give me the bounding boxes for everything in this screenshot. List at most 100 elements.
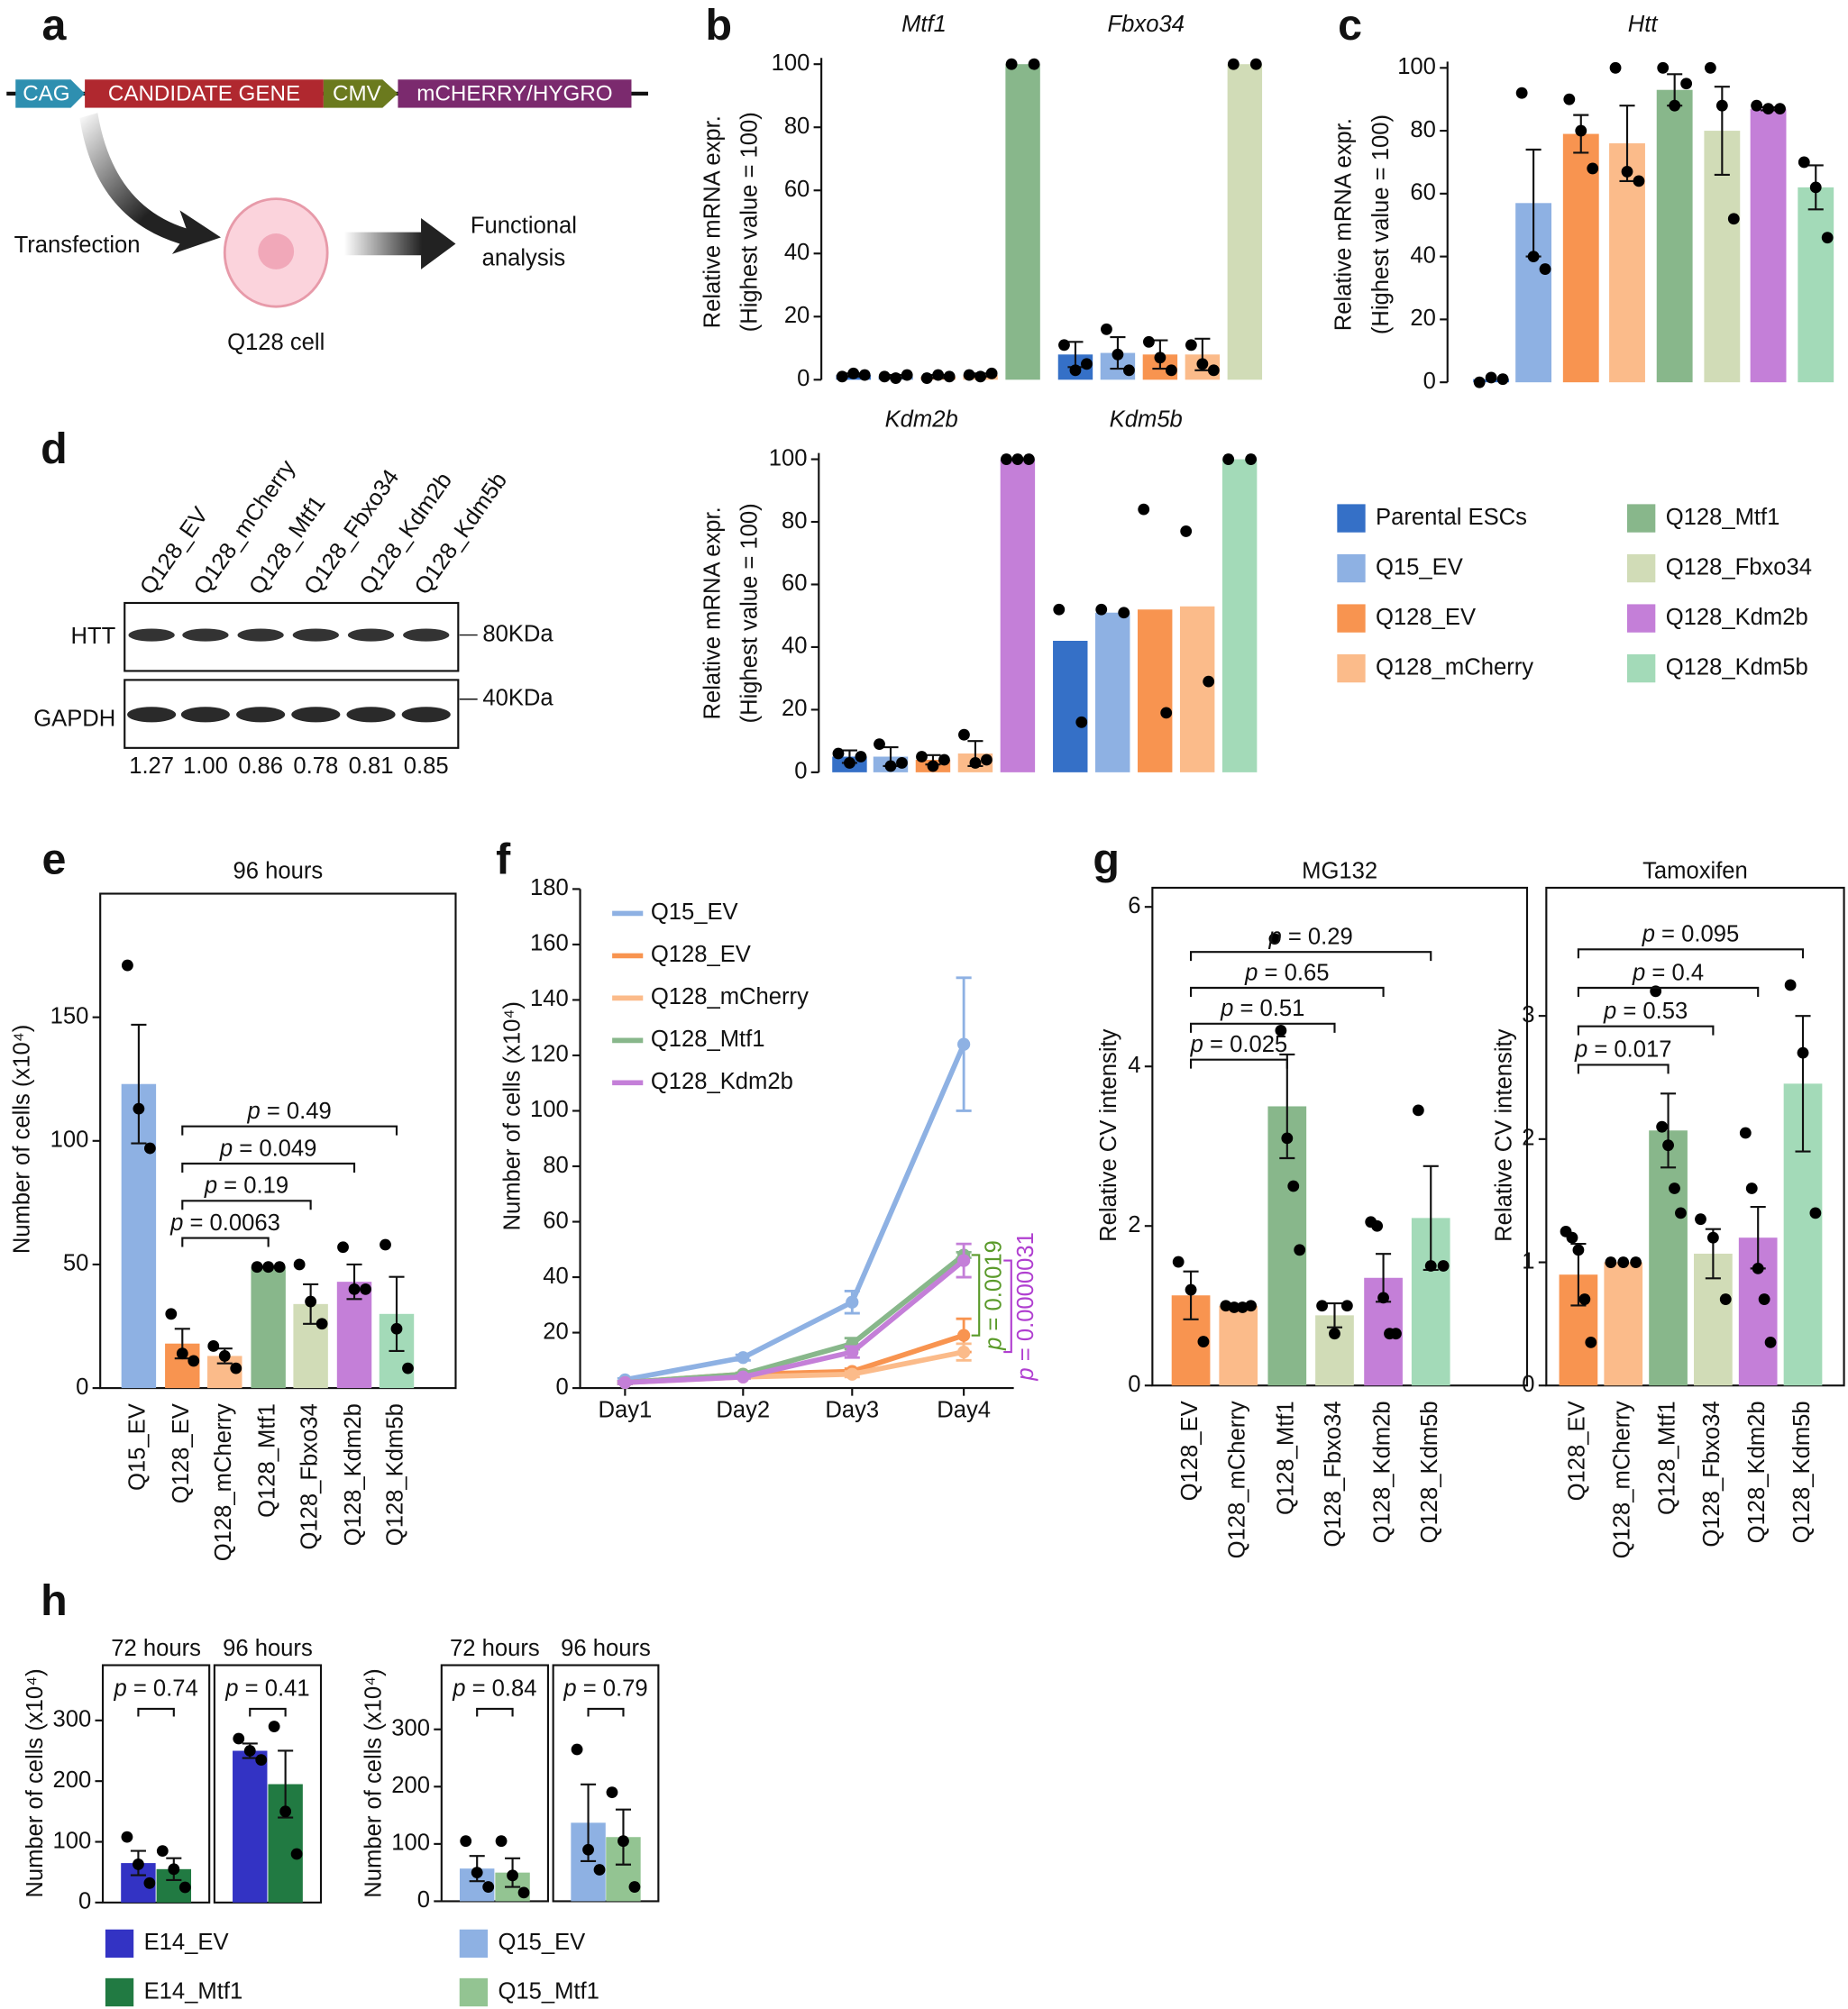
data-point <box>1662 1139 1674 1152</box>
data-point <box>1539 263 1551 275</box>
data-point <box>1609 61 1622 74</box>
facet-title: 72 hours <box>450 1636 540 1661</box>
data-point <box>606 1786 618 1799</box>
y-tick-label: 0 <box>417 1887 430 1913</box>
p-symbol: p <box>1190 1032 1203 1057</box>
p-value: = 0.29 <box>1282 924 1353 949</box>
data-point <box>517 1886 530 1899</box>
segment-label: CAG <box>23 82 69 106</box>
data-point <box>1572 1244 1585 1256</box>
legend-label: Parental ESCs <box>1376 505 1527 530</box>
bar <box>1649 1130 1688 1386</box>
plot-frame <box>552 1664 660 1903</box>
quant-label: 0.78 <box>293 753 338 779</box>
band <box>182 628 229 642</box>
y-tick-label: 100 <box>391 1831 430 1856</box>
p-value-label: p = 0.095 <box>1642 921 1740 946</box>
legend-label: Q128_Kdm2b <box>651 1069 793 1094</box>
y-tick-label: 0 <box>555 1374 568 1400</box>
legend-label: Q15_EV <box>1376 554 1463 580</box>
data-point <box>305 1295 317 1308</box>
y-tick-label: 100 <box>769 445 808 470</box>
facet-title: 72 hours <box>111 1636 201 1661</box>
panel-label: d <box>41 425 68 473</box>
analysis-label: Functional <box>471 214 577 239</box>
marker-label: 40KDa <box>482 686 553 711</box>
cell-label: Q128 cell <box>227 330 325 355</box>
p-value: = 0.095 <box>1655 921 1739 946</box>
y-tick-label: 20 <box>1410 306 1435 331</box>
p-symbol: p <box>169 1210 183 1236</box>
x-tick-label: Q128_Kdm5b <box>383 1403 408 1546</box>
p-value: = 0.025 <box>1203 1032 1287 1057</box>
quant-label: 0.86 <box>238 753 283 779</box>
p-symbol: p <box>981 1338 1006 1351</box>
comparison-bracket <box>1577 1025 1715 1036</box>
data-point <box>1621 166 1633 178</box>
data-point <box>1028 58 1040 70</box>
p-value: = 0.017 <box>1587 1037 1671 1063</box>
data-point <box>262 1261 275 1274</box>
data-point <box>1784 979 1797 991</box>
data-point <box>963 369 975 381</box>
y-tick-label: 80 <box>1410 117 1435 142</box>
p-value-label: p = 0.41 <box>224 1676 309 1701</box>
y-tick-label: 0 <box>1128 1372 1140 1397</box>
band <box>127 707 177 723</box>
segment-label: mCHERRY/HYGRO <box>416 82 612 106</box>
p-symbol: p <box>1642 921 1655 946</box>
p-value-label: p = 0.49 <box>247 1099 332 1124</box>
data-point <box>847 367 860 379</box>
nucleus <box>258 233 295 269</box>
data-point <box>1069 364 1082 377</box>
p-value-label: p = 0.74 <box>113 1676 197 1701</box>
data-point <box>1764 1336 1777 1348</box>
y-tick-label: 100 <box>52 1828 91 1853</box>
facet-title: 96 hours <box>561 1636 651 1661</box>
y-axis-label: Relative CV intensity <box>1492 1028 1517 1241</box>
x-tick-label: Q128_EV <box>169 1403 194 1503</box>
bar <box>1095 612 1130 772</box>
x-tick-label: Day4 <box>937 1397 991 1422</box>
data-point <box>316 1318 328 1330</box>
y-tick-label: 40 <box>784 240 810 265</box>
p-symbol: p <box>1268 924 1282 949</box>
y-axis-label: (Highest value = 100) <box>737 112 763 332</box>
legend-swatch <box>1627 553 1656 583</box>
legend-label: Q15_Mtf1 <box>498 1978 599 2004</box>
legend-swatch <box>105 1929 134 1959</box>
series-marker <box>957 1037 971 1051</box>
x-tick-label: Q128_Fbxo34 <box>1699 1401 1724 1547</box>
p-value: = 0.65 <box>1258 960 1329 985</box>
data-point <box>920 372 933 384</box>
comparison-bracket <box>1189 986 1385 997</box>
data-point <box>1675 1207 1687 1219</box>
data-point <box>251 1261 263 1274</box>
legend-swatch <box>459 1977 489 2007</box>
data-point <box>1268 933 1281 945</box>
plot-frame <box>101 1664 211 1904</box>
data-point <box>1112 348 1124 361</box>
analysis-arrow <box>343 217 456 269</box>
segment-label: CMV <box>333 82 382 106</box>
data-point <box>348 1283 361 1295</box>
panel-label: h <box>41 1576 68 1625</box>
p-value-label: p = 0.29 <box>1268 924 1353 949</box>
p-value: = 0.79 <box>577 1676 648 1701</box>
panel-label: a <box>42 1 68 50</box>
legend-swatch <box>105 1977 134 2007</box>
series-marker <box>957 1254 971 1267</box>
bar <box>1005 64 1040 380</box>
data-point <box>593 1864 606 1876</box>
data-point <box>143 1142 156 1155</box>
y-tick-label: 150 <box>50 1003 89 1028</box>
y-tick-label: 1 <box>1522 1248 1534 1274</box>
p-value: = 0.51 <box>1233 996 1304 1021</box>
data-point <box>121 1831 133 1843</box>
band <box>236 707 286 723</box>
data-point <box>133 1102 145 1115</box>
band-label: HTT <box>70 624 115 649</box>
data-point <box>188 1355 200 1367</box>
data-point <box>938 753 950 766</box>
